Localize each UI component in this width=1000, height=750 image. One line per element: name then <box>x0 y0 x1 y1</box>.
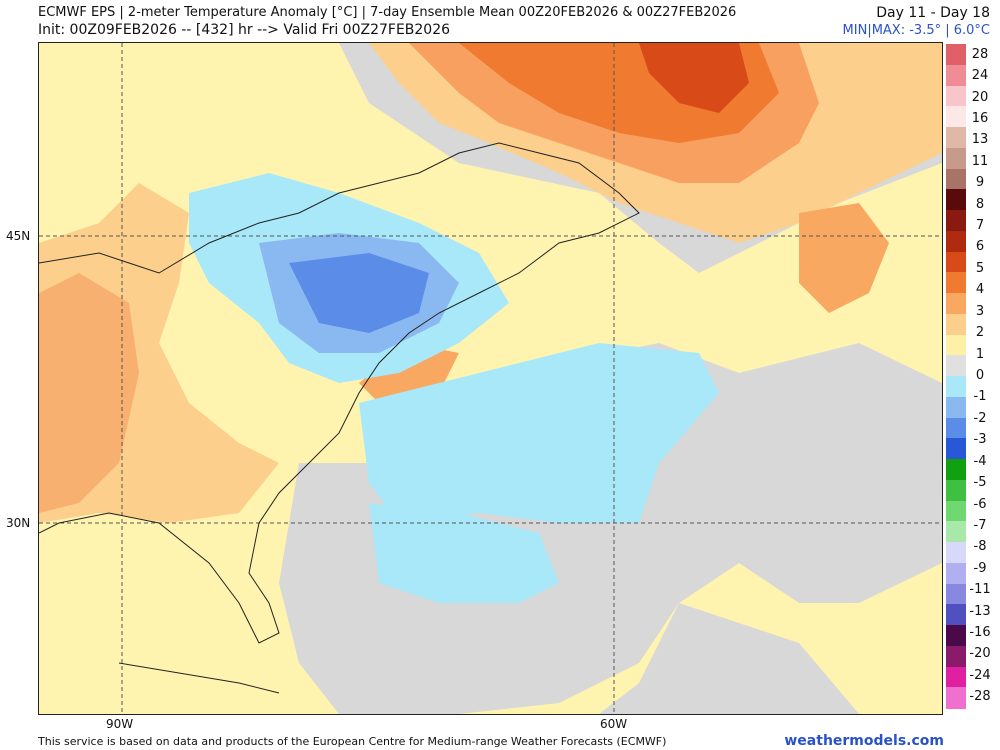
legend-swatch <box>946 189 966 211</box>
legend-swatch <box>946 645 966 667</box>
brand-link[interactable]: weathermodels.com <box>784 733 944 749</box>
legend-swatch <box>946 44 966 66</box>
legend-swatch <box>946 625 966 647</box>
legend-swatch <box>946 562 966 584</box>
lon-tick-60w: 60W <box>600 717 628 731</box>
legend-label: -5 <box>973 475 987 491</box>
legend-swatch <box>946 604 966 626</box>
legend-label: 13 <box>971 132 989 148</box>
map-canvas <box>39 43 942 714</box>
legend-label: 6 <box>975 239 985 255</box>
cool-field-3 <box>289 253 429 333</box>
legend-swatch <box>946 168 966 190</box>
legend-swatch <box>946 313 966 335</box>
legend-label: -8 <box>973 539 987 555</box>
warm-field-offshore <box>359 343 459 413</box>
legend-swatch <box>946 666 966 688</box>
legend-swatch <box>946 396 966 418</box>
data-credit: This service is based on data and produc… <box>38 735 667 748</box>
lon-tick-90w: 90W <box>106 717 134 731</box>
legend-swatch <box>946 500 966 522</box>
legend-swatch <box>946 210 966 232</box>
legend-swatch <box>946 542 966 564</box>
warm-field-north-4 <box>639 43 749 113</box>
legend-label: 3 <box>975 303 985 319</box>
min-max-readout: MIN|MAX: -3.5° | 6.0°C <box>842 23 990 38</box>
legend-label: 28 <box>971 46 989 62</box>
legend-swatch <box>946 438 966 460</box>
legend-label: 20 <box>971 89 989 105</box>
legend-swatch <box>946 230 966 252</box>
legend-swatch <box>946 127 966 149</box>
cool-field-atlantic-2 <box>369 503 559 603</box>
neutral-field-sw <box>39 583 279 714</box>
legend-label: 8 <box>975 196 985 212</box>
coastlines <box>39 142 640 694</box>
legend-swatch <box>946 583 966 605</box>
legend-swatch <box>946 85 966 107</box>
forecast-period: Day 11 - Day 18 <box>876 5 990 21</box>
legend-swatch <box>946 251 966 273</box>
legend-label: -20 <box>969 646 991 662</box>
legend-label: 5 <box>975 260 985 276</box>
legend-swatch <box>946 417 966 439</box>
legend-swatch <box>946 479 966 501</box>
warm-field-3 <box>39 273 139 513</box>
legend-label: -24 <box>969 667 991 683</box>
legend-label: -7 <box>973 517 987 533</box>
lat-tick-45n: 45N <box>6 229 31 243</box>
legend-label: 2 <box>975 325 985 341</box>
legend-swatch <box>946 147 966 169</box>
legend-label: 9 <box>975 175 985 191</box>
anomaly-map <box>38 42 943 715</box>
legend-label: -9 <box>973 560 987 576</box>
legend-label: 24 <box>971 68 989 84</box>
legend-label: 1 <box>975 346 985 362</box>
legend-label: -11 <box>969 582 991 598</box>
legend-swatch <box>946 687 966 709</box>
color-legend <box>946 44 966 709</box>
warm-field-east <box>799 203 889 313</box>
map-title: ECMWF EPS | 2-meter Temperature Anomaly … <box>38 5 737 20</box>
legend-label: 0 <box>975 368 985 383</box>
legend-swatch <box>946 521 966 543</box>
legend-label: -1 <box>973 389 987 405</box>
legend-label: -4 <box>973 453 987 469</box>
graticule <box>39 43 942 714</box>
legend-label: 11 <box>971 153 989 169</box>
legend-label: 7 <box>975 218 985 234</box>
legend-label: -28 <box>969 689 991 705</box>
legend-swatch <box>946 334 966 356</box>
legend-label: -2 <box>973 410 987 426</box>
init-valid-line: Init: 00Z09FEB2026 -- [432] hr --> Valid… <box>38 22 451 38</box>
legend-swatch <box>946 272 966 294</box>
legend-swatch <box>946 459 966 481</box>
legend-swatch <box>946 64 966 86</box>
legend-swatch <box>946 293 966 315</box>
legend-label: 16 <box>971 110 989 126</box>
legend-swatch <box>946 106 966 128</box>
legend-label: -6 <box>973 496 987 512</box>
legend-label: 4 <box>975 282 985 298</box>
legend-label: -3 <box>973 432 987 448</box>
legend-label: -13 <box>969 603 991 619</box>
legend-label: -16 <box>969 625 991 641</box>
lat-tick-30n: 30N <box>6 516 31 530</box>
legend-swatch <box>946 376 966 398</box>
legend-swatch <box>946 355 966 377</box>
cool-field-atlantic <box>359 343 719 523</box>
